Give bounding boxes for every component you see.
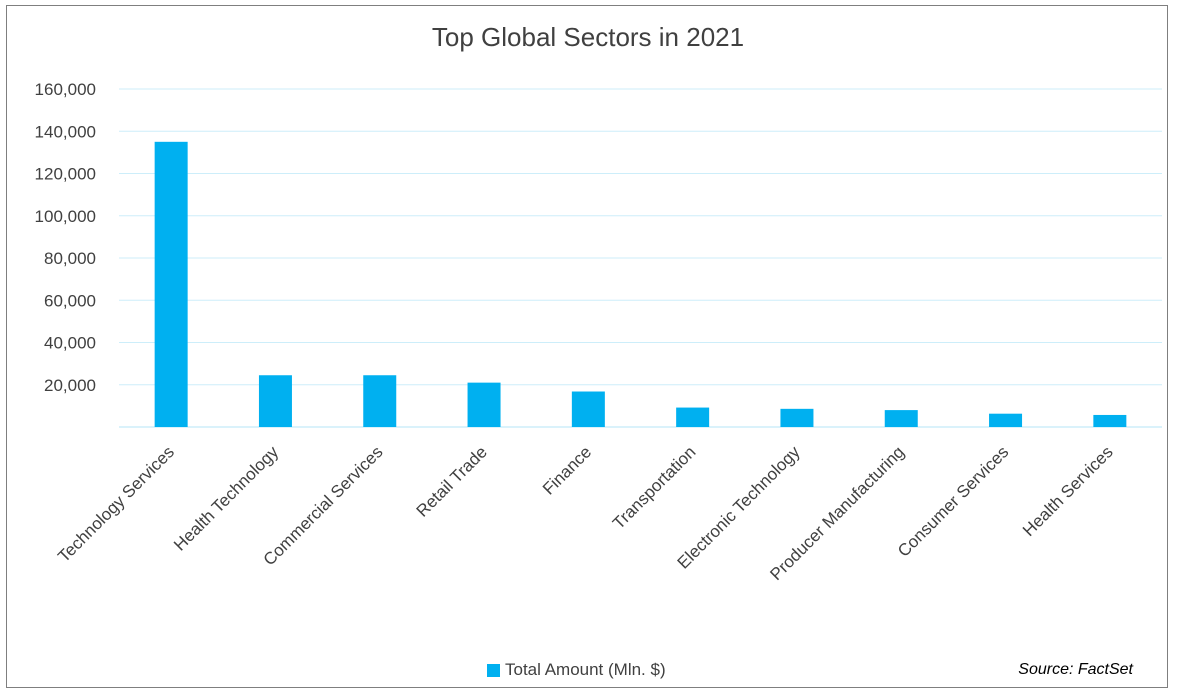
x-tick-label: Transportation	[609, 442, 699, 532]
x-tick-label: Technology Services	[54, 442, 178, 566]
chart-title: Top Global Sectors in 2021	[431, 22, 745, 52]
bar	[258, 375, 292, 427]
bar	[1093, 414, 1127, 427]
legend: Total Amount (Mln. $)	[487, 660, 666, 680]
y-tick-label: 160,000	[35, 80, 96, 99]
y-tick-label: 140,000	[35, 122, 96, 141]
bar	[154, 141, 188, 427]
x-tick-label: Health Technology	[170, 442, 282, 554]
x-tick-label: Retail Trade	[413, 442, 491, 520]
bar	[884, 410, 918, 427]
x-tick-label: Finance	[539, 442, 595, 498]
bar	[571, 391, 605, 427]
bar	[363, 375, 397, 427]
bar	[676, 407, 710, 427]
bars	[154, 141, 1127, 427]
y-axis-tick-labels: 20,000 40,000 60,000 80,000 100,000 120,000 14…	[35, 80, 96, 395]
y-tick-label: 80,000	[44, 249, 96, 268]
chart-frame: Top Global Sectors in 2021 20,000 40,000 6…	[6, 5, 1168, 688]
bar-chart: 20,000 40,000 60,000 80,000 100,000 120,000 14…	[35, 80, 1162, 584]
x-tick-label: Health Services	[1019, 442, 1117, 540]
y-tick-label: 100,000	[35, 207, 96, 226]
x-tick-label: Commercial Services	[260, 442, 387, 569]
y-tick-label: 20,000	[44, 376, 96, 395]
y-tick-label: 40,000	[44, 334, 96, 353]
bar	[467, 382, 501, 427]
bar	[780, 408, 814, 427]
y-tick-label: 60,000	[44, 291, 96, 310]
y-tick-label: 120,000	[35, 165, 96, 184]
bar	[989, 413, 1023, 427]
legend-label: Total Amount (Mln. $)	[505, 660, 666, 679]
source-note: Source: FactSet	[1018, 661, 1133, 678]
x-tick-label: Consumer Services	[894, 442, 1012, 560]
gridlines	[119, 88, 1162, 428]
legend-swatch	[487, 663, 500, 677]
